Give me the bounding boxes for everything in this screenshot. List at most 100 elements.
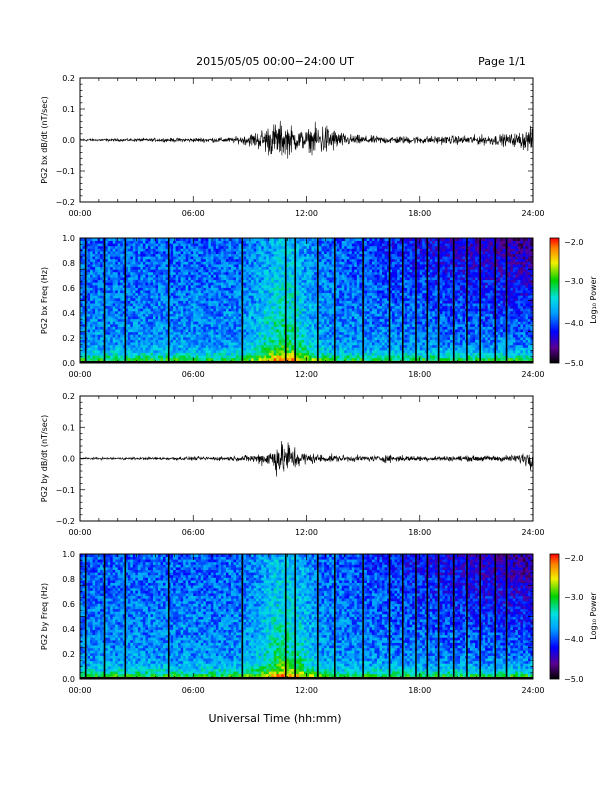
spectrogram-cell bbox=[160, 245, 164, 249]
spectrogram-cell bbox=[150, 316, 154, 320]
spectrogram-cell bbox=[296, 308, 300, 312]
spectrogram-cell bbox=[256, 352, 260, 356]
spectrogram-cell bbox=[180, 282, 184, 286]
spectrogram-cell bbox=[150, 300, 154, 304]
spectrogram-cell bbox=[117, 251, 121, 255]
spectrogram-cell bbox=[105, 269, 109, 273]
spectrogram-cell bbox=[263, 355, 267, 359]
spectrogram-cell bbox=[97, 316, 101, 320]
spectrogram-cell bbox=[140, 329, 144, 333]
spectrogram-cell bbox=[331, 352, 335, 356]
spectrogram-cell bbox=[276, 305, 280, 309]
spectrogram-cell bbox=[301, 240, 305, 244]
spectrogram-cell bbox=[213, 305, 217, 309]
spectrogram-cell bbox=[210, 323, 214, 327]
spectrogram-cell bbox=[273, 295, 277, 299]
spectrogram-cell bbox=[160, 347, 164, 351]
spectrogram-cell bbox=[246, 279, 250, 283]
spectrogram-cell bbox=[160, 297, 164, 301]
spectrogram-cell bbox=[145, 261, 149, 265]
spectrogram-cell bbox=[193, 256, 197, 260]
spectrogram-cell bbox=[273, 310, 277, 314]
spectrogram-cell bbox=[271, 305, 275, 309]
spectrogram-cell bbox=[195, 344, 199, 348]
spectrogram-cell bbox=[100, 342, 104, 346]
spectrogram-cell bbox=[158, 303, 161, 307]
spectrogram-cell bbox=[306, 287, 310, 291]
spectrogram-cell bbox=[140, 290, 144, 294]
spectrogram-cell bbox=[273, 284, 277, 288]
spectrogram-cell bbox=[178, 279, 182, 283]
spectrogram-cell bbox=[152, 297, 156, 301]
spectrogram-cell bbox=[210, 258, 214, 262]
spectrogram-cell bbox=[120, 310, 124, 314]
spectrogram-cell bbox=[117, 297, 121, 301]
spectrogram-cell bbox=[147, 274, 151, 278]
spectrogram-cell bbox=[90, 282, 93, 286]
spectrogram-cell bbox=[238, 339, 242, 343]
spectrogram-cell bbox=[97, 339, 101, 343]
spectrogram-cell bbox=[100, 334, 104, 338]
spectrogram-cell bbox=[213, 245, 217, 249]
spectrogram-cell bbox=[213, 349, 217, 353]
spectrogram-cell bbox=[163, 284, 166, 288]
spectrogram-cell bbox=[147, 336, 151, 340]
spectrogram-cell bbox=[311, 342, 315, 346]
spectrogram-cell bbox=[160, 344, 164, 348]
spectrogram-cell bbox=[281, 357, 285, 361]
spectrogram-cell bbox=[228, 261, 232, 265]
spectrogram-cell bbox=[100, 323, 104, 327]
spectrogram-cell bbox=[225, 305, 229, 309]
spectrogram-cell bbox=[236, 349, 239, 353]
spectrogram-cell bbox=[190, 261, 194, 265]
spectrogram-cell bbox=[170, 313, 174, 317]
spectrogram-cell bbox=[132, 271, 136, 275]
spectrogram-cell bbox=[85, 349, 88, 353]
spectrogram-cell bbox=[311, 308, 315, 312]
spectrogram-cell bbox=[251, 295, 255, 299]
spectrogram-cell bbox=[205, 313, 209, 317]
spectrogram-cell bbox=[193, 251, 197, 255]
spectrogram-cell bbox=[208, 274, 212, 278]
spectrogram-cell bbox=[117, 318, 121, 322]
spectrogram-cell bbox=[331, 313, 335, 317]
spectrogram-cell bbox=[309, 261, 312, 265]
x-tick-label: 24:00 bbox=[521, 209, 544, 218]
spectrogram-cell bbox=[97, 313, 101, 317]
spectrogram-cell bbox=[243, 316, 247, 320]
spectrogram-cell bbox=[198, 256, 202, 260]
spectrogram-cell bbox=[298, 300, 302, 304]
spectrogram-cell bbox=[208, 318, 212, 322]
spectrogram-cell bbox=[281, 290, 285, 294]
spectrogram-cell bbox=[198, 321, 202, 325]
spectrogram-cell bbox=[281, 253, 285, 257]
spectrogram-cell bbox=[218, 318, 222, 322]
spectrogram-cell bbox=[248, 334, 252, 338]
spectrogram-cell bbox=[140, 245, 144, 249]
spectrogram-cell bbox=[326, 274, 330, 278]
spectrogram-cell bbox=[147, 277, 151, 281]
spectrogram-cell bbox=[188, 318, 192, 322]
spectrogram-cell bbox=[256, 323, 260, 327]
spectrogram-cell bbox=[112, 308, 116, 312]
spectrogram-cell bbox=[329, 297, 333, 301]
spectrogram-cell bbox=[82, 352, 86, 356]
spectrogram-cell bbox=[246, 318, 250, 322]
spectrogram-cell bbox=[163, 269, 166, 273]
spectrogram-cell bbox=[303, 292, 307, 296]
spectrogram-cell bbox=[276, 336, 280, 340]
spectrogram-cell bbox=[168, 344, 171, 348]
spectrogram-cell bbox=[261, 318, 265, 322]
spectrogram-cell bbox=[90, 248, 93, 252]
spectrogram-cell bbox=[303, 284, 307, 288]
spectrogram-cell bbox=[311, 339, 315, 343]
spectrogram-cell bbox=[233, 277, 237, 281]
spectrogram-cell bbox=[145, 290, 149, 294]
spectrogram-cell bbox=[165, 277, 169, 281]
spectrogram-cell bbox=[80, 339, 83, 343]
spectrogram-cell bbox=[324, 264, 328, 268]
spectrogram-cell bbox=[243, 269, 247, 273]
spectrogram-cell bbox=[188, 256, 192, 260]
spectrogram-cell bbox=[208, 261, 212, 265]
spectrogram-cell bbox=[266, 279, 270, 283]
